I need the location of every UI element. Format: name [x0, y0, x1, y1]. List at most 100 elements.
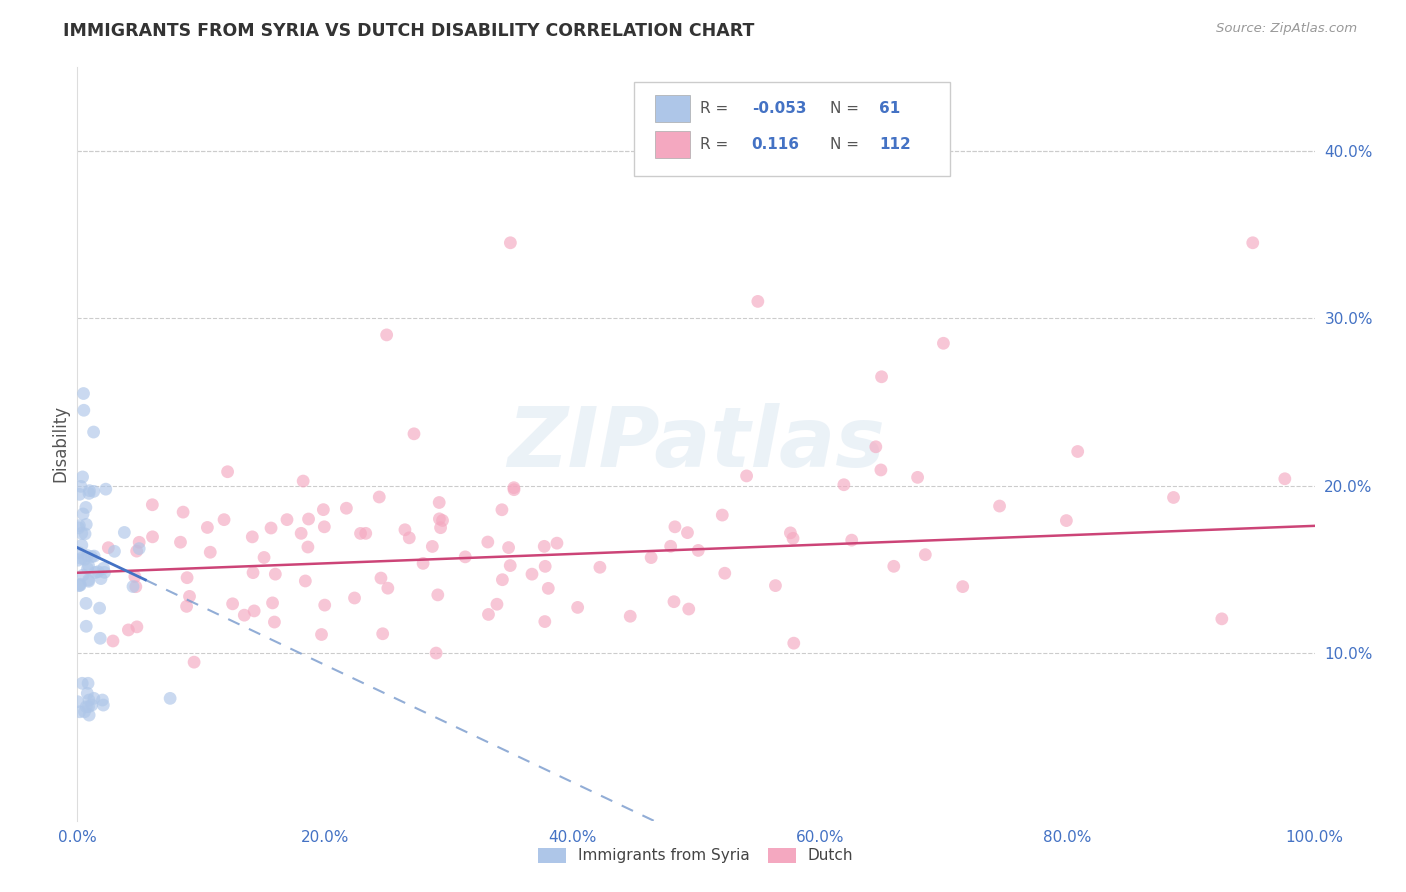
Point — [176, 599, 198, 614]
Text: IMMIGRANTS FROM SYRIA VS DUTCH DISABILITY CORRELATION CHART: IMMIGRANTS FROM SYRIA VS DUTCH DISABILIT… — [63, 22, 755, 40]
Point — [664, 520, 686, 534]
Legend: Immigrants from Syria, Dutch: Immigrants from Syria, Dutch — [533, 842, 859, 870]
Point — [783, 636, 806, 650]
Point — [425, 646, 447, 660]
Point — [212, 513, 235, 527]
Point — [432, 514, 454, 528]
Point — [159, 691, 181, 706]
Point — [294, 574, 316, 588]
Point — [76, 561, 98, 575]
Point — [1054, 514, 1077, 528]
Point — [70, 551, 93, 566]
Point — [67, 521, 90, 535]
Point — [221, 597, 243, 611]
FancyBboxPatch shape — [655, 95, 690, 121]
Point — [1163, 491, 1185, 505]
Text: N =: N = — [830, 101, 863, 116]
Point — [534, 559, 557, 574]
Point — [503, 483, 526, 497]
Point — [454, 549, 477, 564]
Point — [200, 545, 222, 559]
Point — [195, 520, 218, 534]
Point — [520, 567, 543, 582]
Point — [1066, 444, 1088, 458]
Point — [264, 567, 287, 582]
Text: R =: R = — [700, 101, 733, 116]
Point — [477, 607, 499, 622]
Point — [311, 627, 333, 641]
Text: ZIPatlas: ZIPatlas — [508, 403, 884, 484]
Point — [420, 540, 443, 554]
Point — [172, 505, 194, 519]
Point — [91, 693, 114, 707]
Point — [297, 540, 319, 554]
Point — [371, 626, 394, 640]
Point — [87, 565, 110, 579]
Point — [93, 561, 115, 575]
Point — [69, 487, 91, 501]
Point — [67, 518, 90, 533]
Point — [125, 580, 148, 594]
Point — [370, 571, 392, 585]
Point — [83, 549, 105, 563]
Point — [124, 569, 146, 583]
Point — [314, 598, 336, 612]
Point — [77, 699, 100, 714]
Text: 0.116: 0.116 — [752, 137, 800, 152]
Point — [426, 588, 449, 602]
Point — [263, 615, 285, 629]
Point — [73, 552, 96, 566]
Point — [292, 474, 315, 488]
Point — [533, 540, 555, 554]
Point — [75, 699, 97, 714]
Point — [73, 403, 96, 417]
Point — [678, 602, 700, 616]
Point — [69, 705, 91, 719]
Point — [502, 481, 524, 495]
Point — [141, 498, 163, 512]
Point — [76, 686, 98, 700]
FancyBboxPatch shape — [634, 82, 949, 177]
Point — [832, 477, 855, 491]
Point — [260, 521, 283, 535]
Point — [312, 502, 335, 516]
Y-axis label: Disability: Disability — [51, 405, 69, 483]
Point — [567, 600, 589, 615]
Text: R =: R = — [700, 137, 733, 152]
Point — [80, 549, 103, 564]
Point — [711, 508, 734, 522]
Point — [735, 469, 758, 483]
Point — [77, 486, 100, 500]
Point — [676, 525, 699, 540]
Point — [179, 590, 201, 604]
Point — [70, 538, 93, 552]
Point — [491, 502, 513, 516]
Point — [79, 483, 101, 498]
Point — [103, 544, 125, 558]
Point — [67, 553, 90, 567]
Point — [101, 634, 124, 648]
Point — [335, 501, 357, 516]
Point — [84, 566, 107, 580]
Point — [72, 470, 94, 484]
Point — [619, 609, 641, 624]
Point — [747, 294, 769, 309]
Text: 112: 112 — [879, 137, 911, 152]
Point — [394, 523, 416, 537]
Point — [125, 544, 148, 558]
Point — [125, 620, 148, 634]
Point — [97, 541, 120, 555]
Point — [77, 574, 100, 589]
Point — [314, 520, 336, 534]
Point — [1241, 235, 1264, 250]
Point — [73, 527, 96, 541]
Point — [77, 693, 100, 707]
Point — [91, 698, 114, 712]
Point — [117, 623, 139, 637]
Point — [765, 579, 787, 593]
Point — [240, 530, 263, 544]
Point — [112, 525, 135, 540]
Point — [73, 705, 96, 719]
Point — [491, 573, 513, 587]
Point — [183, 655, 205, 669]
